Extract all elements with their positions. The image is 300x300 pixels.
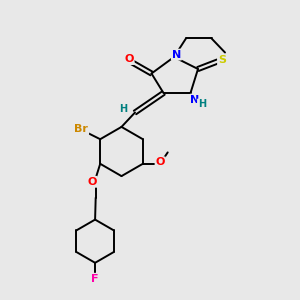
Text: H: H [119,104,128,114]
Text: S: S [218,55,226,65]
Text: O: O [155,157,165,167]
Text: Br: Br [74,124,88,134]
Text: F: F [91,274,99,284]
Text: N: N [172,50,181,60]
Text: O: O [124,54,134,64]
Text: O: O [87,177,97,187]
Text: H: H [198,99,206,110]
Text: N: N [190,94,200,105]
